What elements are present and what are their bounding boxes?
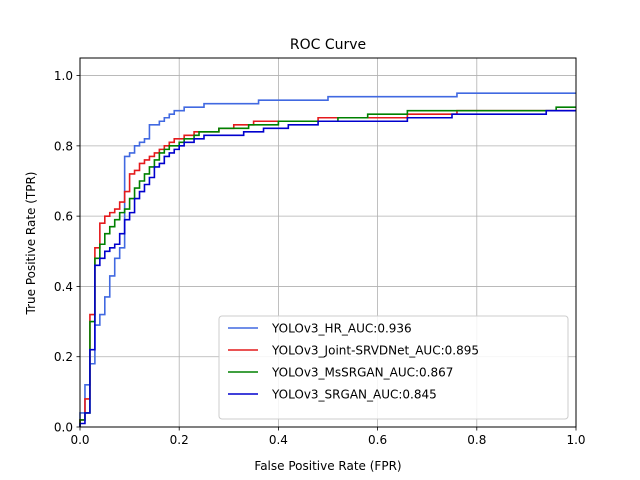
y-tick-label: 0.4: [54, 280, 73, 294]
x-tick-label: 0.4: [269, 433, 288, 447]
legend-label-4: YOLOv3_SRGAN_AUC:0.845: [271, 388, 437, 402]
legend-label-2: YOLOv3_Joint-SRVDNet_AUC:0.895: [271, 344, 479, 358]
chart-title: ROC Curve: [290, 37, 366, 53]
y-axis: 0.0 0.2 0.4 0.6 0.8 1.0: [54, 69, 80, 435]
series-line-1: [79, 92, 576, 427]
x-tick-label: 0.6: [368, 433, 387, 447]
legend-label-1: YOLOv3_HR_AUC:0.936: [271, 322, 412, 336]
series-layer: [79, 92, 576, 427]
plot-frame: [79, 57, 577, 428]
series-line-4: [79, 109, 576, 427]
x-tick-label: 0.8: [467, 433, 486, 447]
y-tick-label: 1.0: [54, 69, 73, 83]
x-tick-label: 1.0: [566, 433, 585, 447]
x-axis-title: False Positive Rate (FPR): [254, 459, 401, 473]
y-axis-title: True Positive Rate (TPR): [24, 172, 38, 316]
x-tick-label: 0.0: [70, 433, 89, 447]
y-tick-label: 0.6: [54, 210, 73, 224]
legend-box: [218, 315, 569, 420]
series-line-2: [79, 109, 576, 427]
x-axis: 0.0 0.2 0.4 0.6 0.8 1.0: [70, 427, 586, 447]
y-tick-label: 0.2: [54, 350, 73, 364]
legend-label-3: YOLOv3_MsSRGAN_AUC:0.867: [271, 366, 453, 380]
y-tick-label: 0.0: [54, 421, 73, 435]
x-tick-label: 0.2: [170, 433, 189, 447]
legend: YOLOv3_HR_AUC:0.936 YOLOv3_Joint-SRVDNet_…: [218, 315, 569, 420]
y-tick-label: 0.8: [54, 139, 73, 153]
